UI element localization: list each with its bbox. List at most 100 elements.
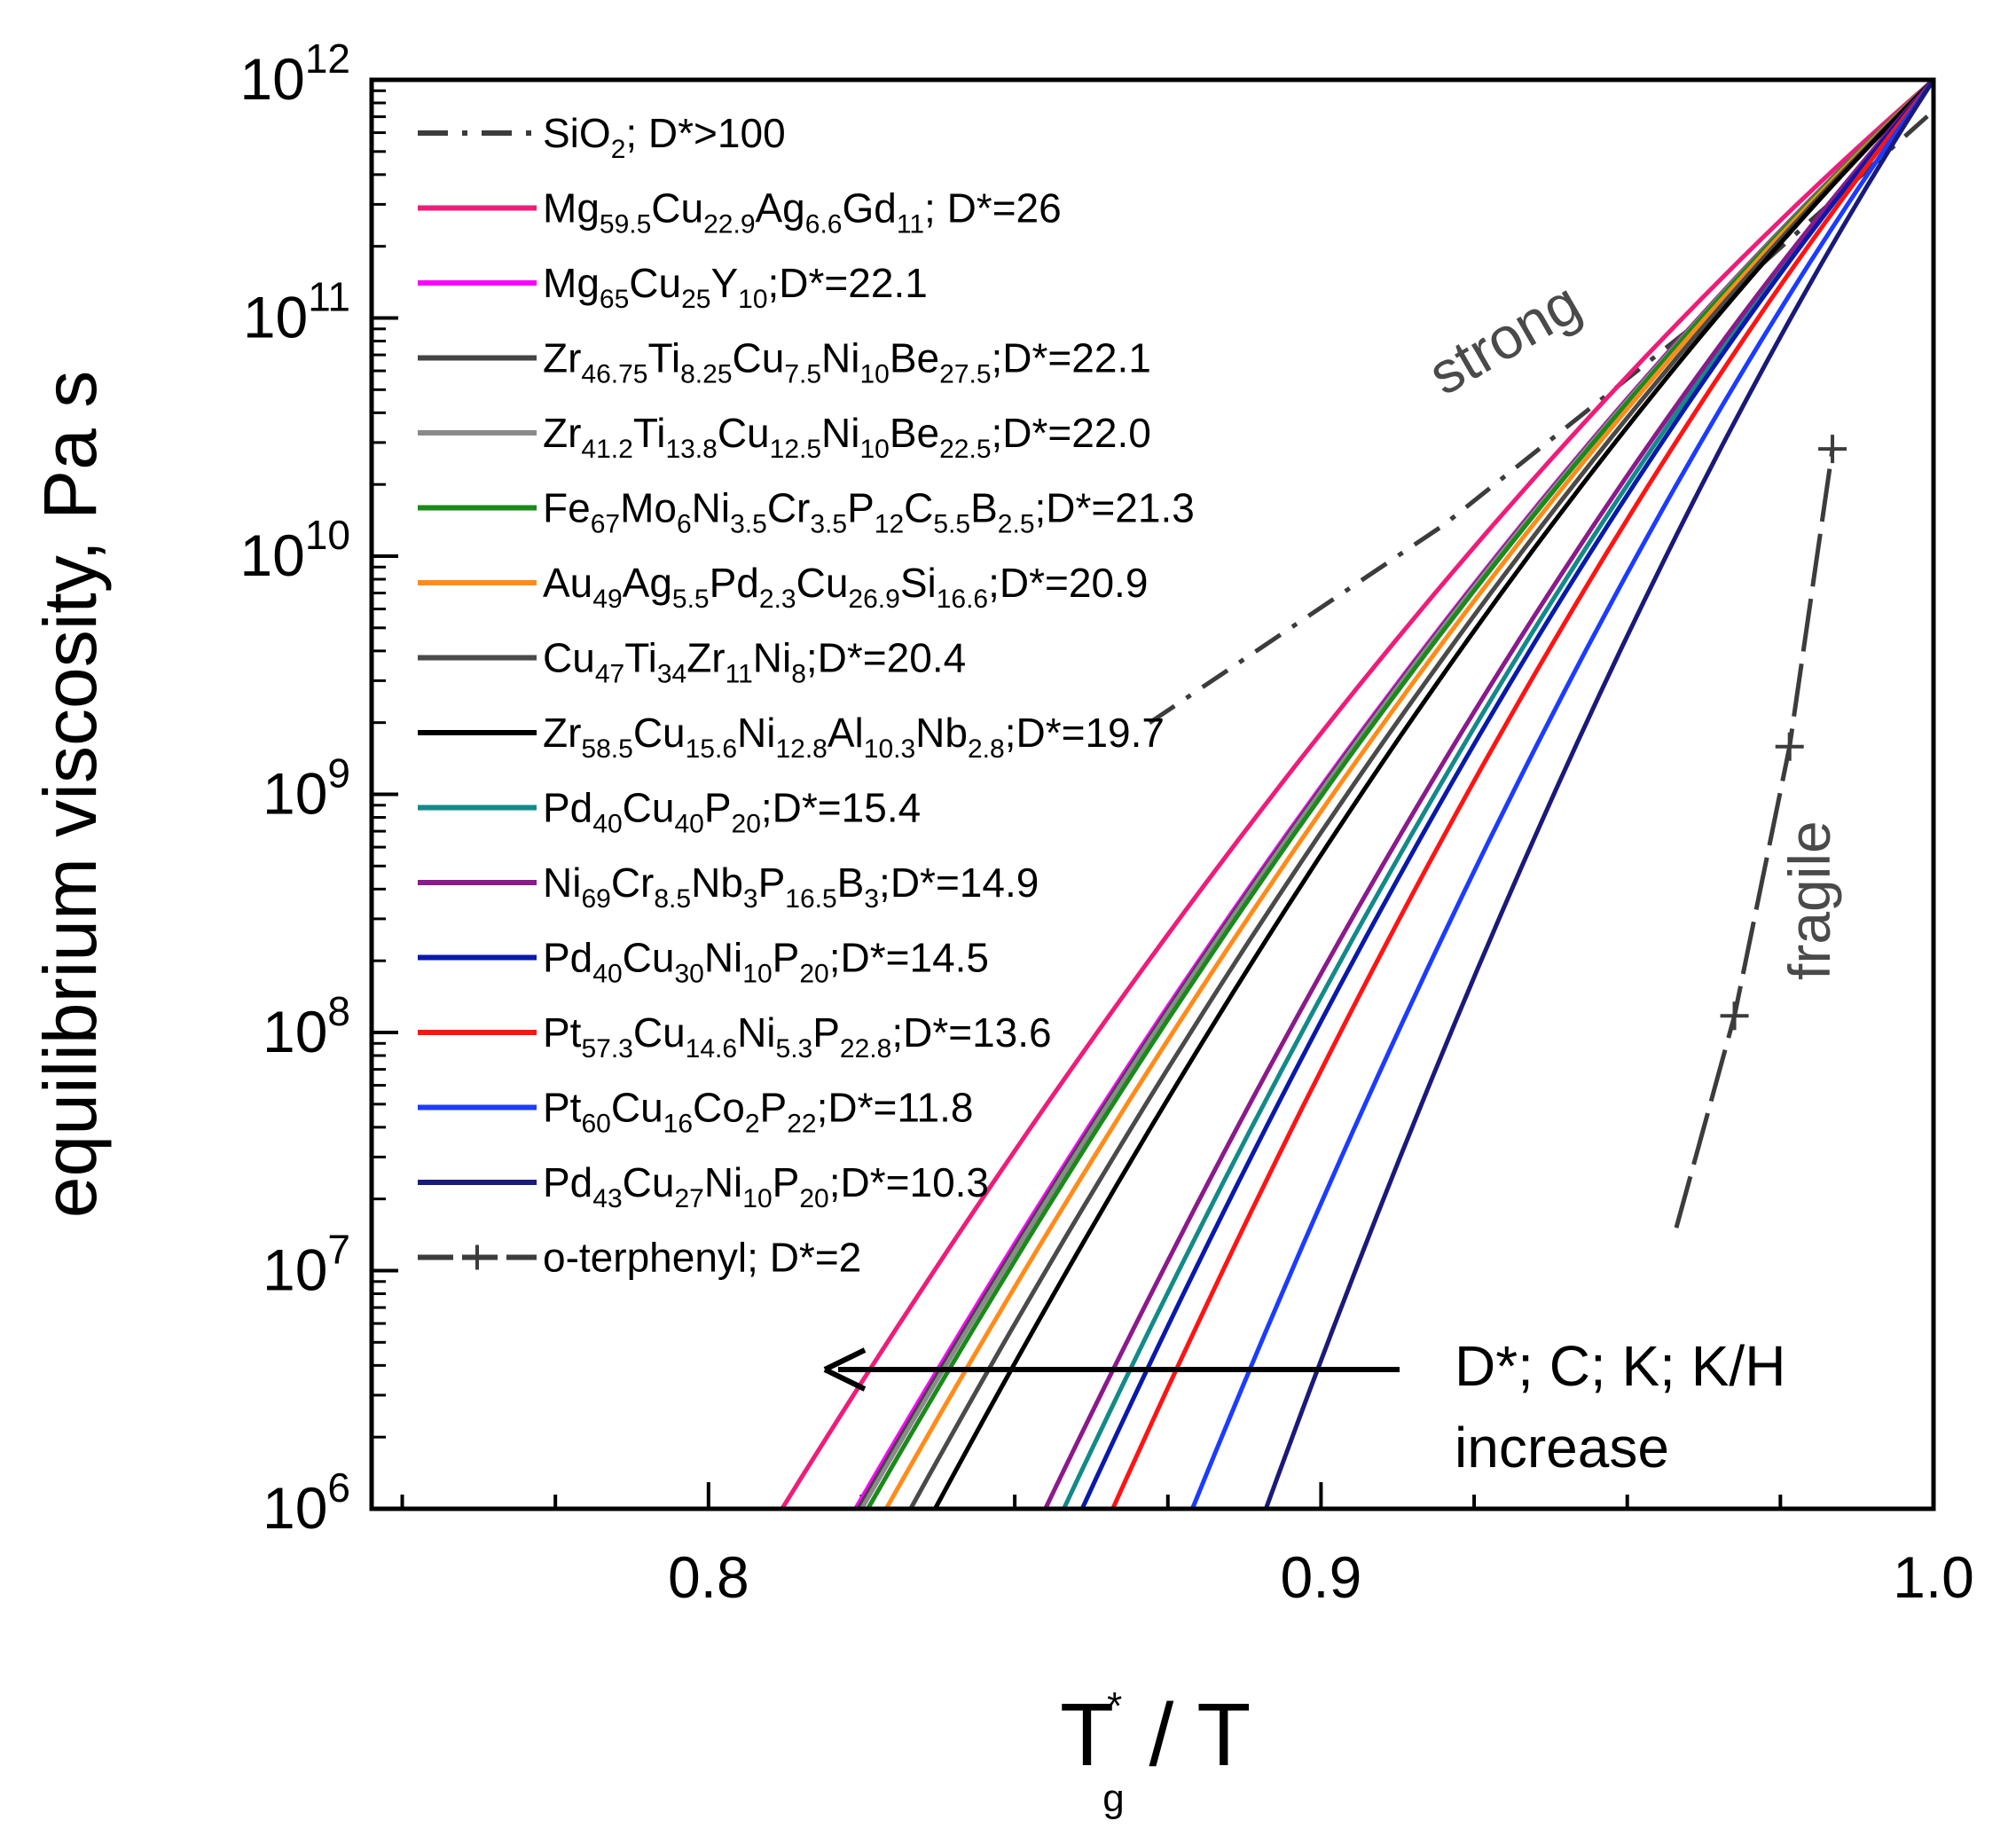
legend-label-part: Mo bbox=[620, 485, 677, 531]
legend-label-part: P bbox=[704, 785, 732, 831]
legend-label-part: 49 bbox=[592, 585, 622, 614]
legend-label: Cu47Ti34Zr11Ni8;D*=20.4 bbox=[543, 635, 966, 689]
legend-label-part: ;D*=10.3 bbox=[829, 1159, 989, 1205]
legend-label-part: 67 bbox=[591, 510, 620, 539]
legend-label-part: 5.5 bbox=[672, 585, 710, 614]
legend-label-part: 16 bbox=[663, 1110, 693, 1139]
legend-label-part: 20 bbox=[799, 960, 828, 989]
x-tick-label: 0.9 bbox=[1281, 1544, 1362, 1610]
y-tick-base: 10 bbox=[263, 761, 327, 827]
legend-label-part: Cu bbox=[623, 935, 675, 981]
legend-label: Mg59.5Cu22.9Ag6.6Gd11; D*=26 bbox=[543, 185, 1062, 239]
legend-label-part: B bbox=[970, 485, 998, 531]
legend-label-part: Gd bbox=[842, 185, 896, 232]
legend-label-part: ;D*=20.4 bbox=[806, 635, 966, 681]
legend-label-part: Nb bbox=[691, 860, 743, 906]
legend-label-part: Pd bbox=[543, 1159, 592, 1205]
legend-label-part: 60 bbox=[581, 1110, 610, 1139]
legend-label-part: Au bbox=[543, 560, 592, 606]
legend-label-part: 57.3 bbox=[581, 1034, 632, 1064]
y-tick-base: 10 bbox=[263, 999, 327, 1064]
series-line-11 bbox=[1079, 78, 1935, 1511]
legend-label-part: Zr bbox=[543, 335, 581, 381]
x-tick-label: 1.0 bbox=[1893, 1544, 1974, 1610]
x-title-sub: g bbox=[1102, 1777, 1124, 1820]
legend-label-part: 10.3 bbox=[864, 734, 915, 764]
legend-label-part: Y bbox=[710, 260, 738, 306]
y-tick-label: 108 bbox=[263, 988, 350, 1064]
fragile-label: fragile bbox=[1777, 820, 1842, 980]
series-line-7 bbox=[908, 78, 1935, 1511]
legend-label-part: 5.3 bbox=[776, 1034, 813, 1064]
series-line-5 bbox=[866, 78, 1935, 1511]
legend-label-part: Cr bbox=[767, 485, 811, 531]
legend-label-part: ;D*=22.0 bbox=[992, 410, 1151, 456]
y-tick-label: 1011 bbox=[243, 274, 350, 350]
legend-label-part: 3.5 bbox=[810, 510, 847, 539]
legend-label-part: 34 bbox=[657, 660, 686, 689]
y-tick-exponent: 7 bbox=[327, 1227, 350, 1273]
legend-label-part: 2.5 bbox=[998, 510, 1035, 539]
legend-label-part: 58.5 bbox=[581, 734, 632, 764]
legend-label-part: 65 bbox=[600, 285, 629, 314]
legend-label-part: 10 bbox=[738, 285, 767, 314]
legend-label-part: ;D*=22.1 bbox=[992, 335, 1151, 381]
legend-label-part: ; D*=26 bbox=[924, 185, 1062, 232]
legend-label-part: P bbox=[773, 1159, 800, 1205]
legend-label-part: Cu bbox=[796, 560, 849, 606]
series-marker bbox=[1775, 732, 1804, 761]
y-tick-base: 10 bbox=[243, 285, 308, 350]
legend-label: Mg65Cu25Y10;D*=22.1 bbox=[543, 260, 928, 314]
legend-label-part: 2 bbox=[745, 1110, 760, 1139]
legend-label-part: Cu bbox=[543, 635, 595, 681]
legend-label-part: 15.6 bbox=[686, 734, 737, 764]
legend-label-part: 10 bbox=[859, 435, 889, 464]
legend-label-part: 6 bbox=[677, 510, 692, 539]
legend-label-part: 27.5 bbox=[939, 360, 991, 389]
legend-label: Fe67Mo6Ni3.5Cr3.5P12C5.5B2.5;D*=21.3 bbox=[543, 485, 1195, 539]
legend-label-part: Cu bbox=[623, 785, 675, 831]
y-tick-exponent: 12 bbox=[305, 35, 350, 82]
legend-label-part: ;D*=19.7 bbox=[1005, 710, 1165, 756]
legend-label-part: Ni bbox=[692, 485, 730, 531]
y-tick-base: 10 bbox=[239, 522, 304, 588]
legend-label-part: Ni bbox=[753, 635, 791, 681]
increase-arrowhead bbox=[823, 1347, 867, 1392]
legend-label-part: 8.25 bbox=[680, 360, 732, 389]
legend-label-part: Ni bbox=[737, 1009, 775, 1056]
legend-label-part: 22.5 bbox=[939, 435, 991, 464]
legend-label-part: 3 bbox=[864, 884, 879, 914]
legend-label-part: 12.5 bbox=[770, 435, 821, 464]
legend-label-part: 2.8 bbox=[968, 734, 1005, 764]
series-marker bbox=[1818, 435, 1847, 464]
y-tick-exponent: 9 bbox=[327, 750, 350, 797]
legend-label-part: P bbox=[812, 1009, 840, 1056]
legend-label-part: Ti bbox=[648, 335, 681, 381]
legend-label-part: 69 bbox=[581, 884, 610, 914]
legend-label-part: P bbox=[773, 935, 800, 981]
legend-label-part: 8 bbox=[791, 660, 806, 689]
series-line-14 bbox=[1263, 78, 1936, 1510]
legend-label-part: Ni bbox=[704, 1159, 742, 1205]
y-tick-base: 10 bbox=[263, 1475, 327, 1541]
legend-label-part: 22.9 bbox=[703, 210, 755, 239]
legend-label-part: Cu bbox=[733, 335, 785, 381]
series-line-10 bbox=[1043, 78, 1935, 1511]
legend-label-part: 3.5 bbox=[730, 510, 767, 539]
legend-label-part: 59.5 bbox=[600, 210, 651, 239]
x-title-main: T bbox=[1060, 1685, 1114, 1785]
series-line-15 bbox=[1674, 448, 1835, 1228]
legend-label-part: Zr bbox=[543, 710, 581, 756]
legend-label-part: 16.6 bbox=[937, 585, 988, 614]
y-tick-base: 10 bbox=[263, 1237, 327, 1303]
legend-label-part: P bbox=[758, 860, 786, 906]
legend-label-part: ; D*>100 bbox=[625, 110, 785, 156]
legend-label-part: 7.5 bbox=[784, 360, 821, 389]
y-tick-label: 1012 bbox=[239, 35, 350, 112]
y-tick-exponent: 8 bbox=[327, 988, 350, 1034]
legend-label-part: Ag bbox=[756, 185, 805, 232]
legend-label-part: Ni bbox=[821, 410, 859, 456]
legend-label-part: Nb bbox=[915, 710, 968, 756]
legend-label: Pd43Cu27Ni10P20;D*=10.3 bbox=[543, 1159, 989, 1213]
